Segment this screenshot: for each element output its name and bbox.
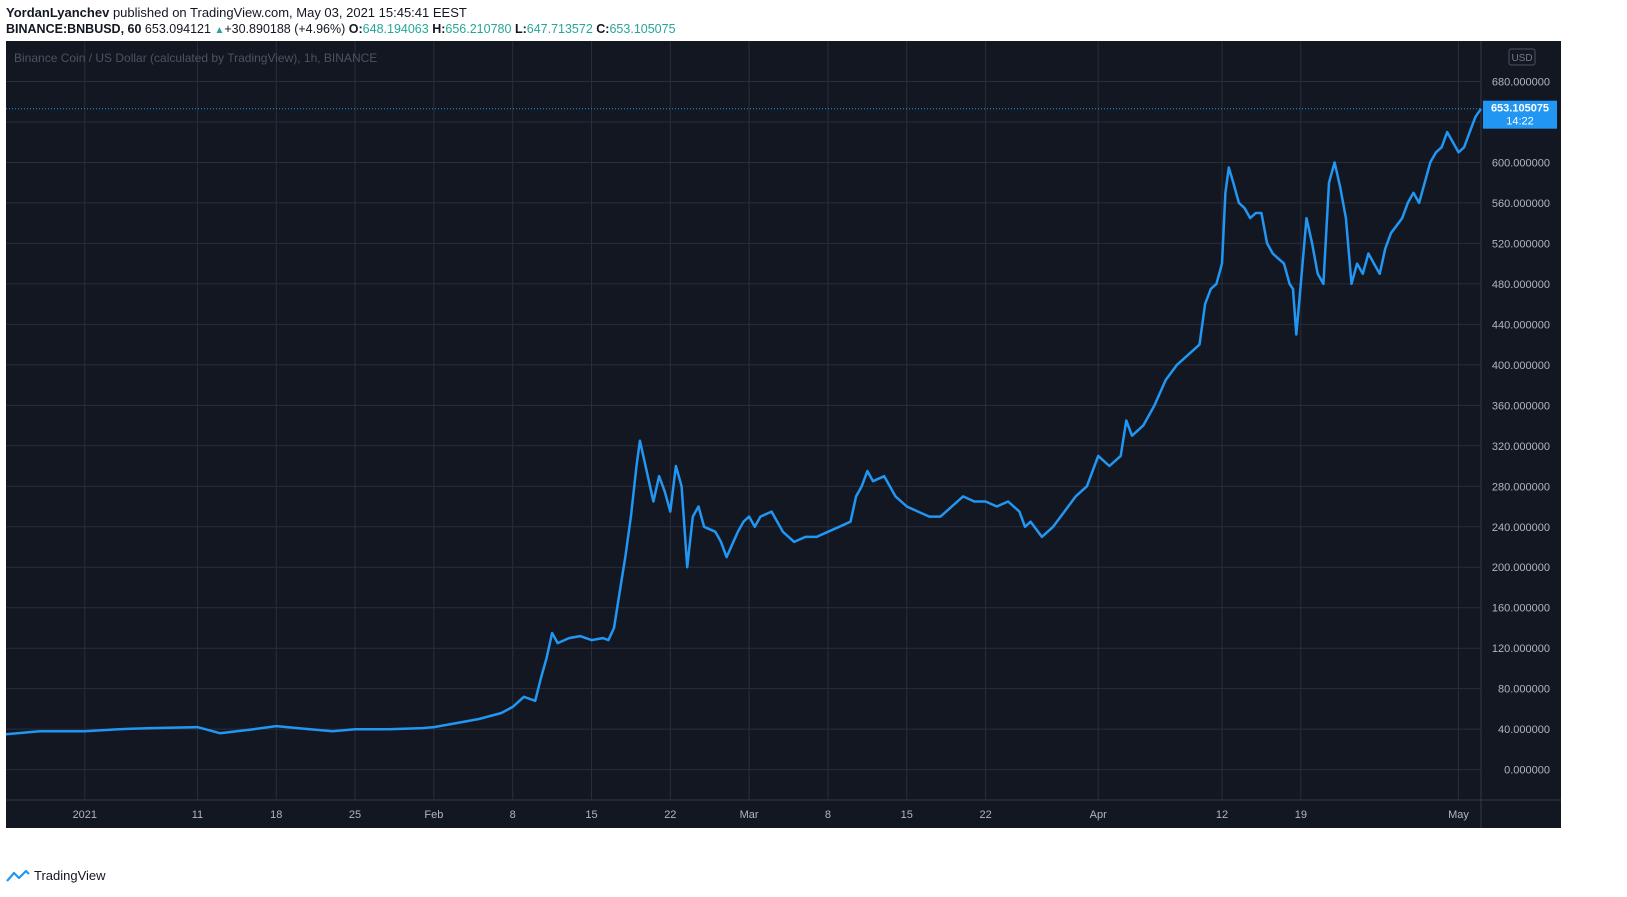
x-tick-label: 8 (510, 809, 516, 821)
y-tick-label: 320.000000 (1492, 441, 1550, 453)
last-price-value: 653.105075 (1491, 103, 1549, 115)
high-value: 656.210780 (445, 22, 512, 36)
last-price-badge: 653.105075 14:22 (1483, 100, 1557, 129)
tradingview-logo[interactable]: TradingView (6, 868, 106, 883)
price-change: +30.890188 (+4.96%) (224, 22, 346, 36)
x-tick-labels: 2021 11 18 25 Feb 8 15 22 Mar 8 15 22 Apr 12 19 May (73, 809, 1470, 821)
x-tick-label: 11 (192, 809, 203, 821)
x-tick-label: 25 (349, 809, 361, 821)
series-group (5, 108, 1483, 736)
x-tick-label: 2021 (73, 809, 97, 821)
chart-title: Binance Coin / US Dollar (calculated by … (14, 51, 377, 65)
high-label: H: (432, 22, 446, 36)
x-tick-label: 12 (1216, 809, 1228, 821)
y-tick-label: 360.000000 (1492, 400, 1550, 412)
current-price: 653.094121 (144, 22, 211, 36)
y-tick-labels: 0.000000 40.000000 80.000000 120.000000 160.… (1492, 76, 1550, 776)
x-tick-label: 8 (825, 809, 831, 821)
symbol-label: BINANCE:BNBUSD, 60 (6, 22, 142, 36)
time-axis[interactable] (6, 800, 1481, 828)
up-arrow-icon: ▲ (214, 25, 225, 36)
y-tick-label: 80.000000 (1498, 684, 1550, 696)
x-tick-label: Mar (740, 809, 759, 821)
published-text: published on TradingView.com, May 03, 20… (112, 5, 467, 20)
y-tick-label: 520.000000 (1492, 238, 1550, 250)
ohlc-legend: BINANCE:BNBUSD, 60 653.094121 ▲+30.89018… (6, 21, 676, 39)
x-tick-label: 18 (270, 809, 282, 821)
low-label: L: (514, 22, 527, 36)
plot-area[interactable] (6, 41, 1481, 800)
axis-corner (1481, 800, 1561, 828)
price-axis[interactable] (1481, 41, 1561, 800)
open-value: 648.194063 (362, 22, 429, 36)
currency-badge[interactable]: USD (1508, 48, 1536, 66)
y-tick-label: 600.000000 (1492, 157, 1550, 169)
y-tick-label: 480.000000 (1492, 279, 1550, 291)
y-tick-label: 160.000000 (1492, 603, 1550, 615)
grid-lines (6, 41, 1481, 800)
last-price-countdown: 14:22 (1506, 116, 1534, 128)
author-name[interactable]: YordanLyanchev (6, 5, 110, 20)
y-tick-label: 440.000000 (1492, 319, 1550, 331)
tradingview-logo-icon (6, 869, 30, 882)
low-value: 647.713572 (526, 22, 593, 36)
publish-info: YordanLyanchev published on TradingView.… (6, 5, 467, 21)
y-tick-label: 280.000000 (1492, 481, 1550, 493)
x-tick-label: 19 (1295, 809, 1307, 821)
x-tick-label: Apr (1090, 809, 1107, 821)
y-tick-label: 240.000000 (1492, 522, 1550, 534)
close-label: C: (596, 22, 610, 36)
currency-label: USD (1511, 53, 1532, 64)
y-tick-label: 40.000000 (1498, 724, 1550, 736)
x-tick-label: 15 (585, 809, 597, 821)
y-tick-label: 200.000000 (1492, 562, 1550, 574)
x-tick-label: 22 (664, 809, 676, 821)
y-tick-label: 680.000000 (1492, 76, 1550, 88)
y-tick-label: 0.000000 (1504, 765, 1550, 777)
y-tick-label: 560.000000 (1492, 198, 1550, 210)
series-line (5, 108, 1483, 736)
x-tick-label: 15 (901, 809, 913, 821)
open-label: O: (348, 22, 363, 36)
y-tick-label: 400.000000 (1492, 360, 1550, 372)
tradingview-logo-text: TradingView (34, 868, 106, 883)
y-tick-label: 120.000000 (1492, 643, 1550, 655)
x-tick-label: 22 (979, 809, 991, 821)
x-tick-label: May (1448, 809, 1469, 821)
x-tick-label: Feb (424, 809, 443, 821)
close-value: 653.105075 (609, 22, 676, 36)
